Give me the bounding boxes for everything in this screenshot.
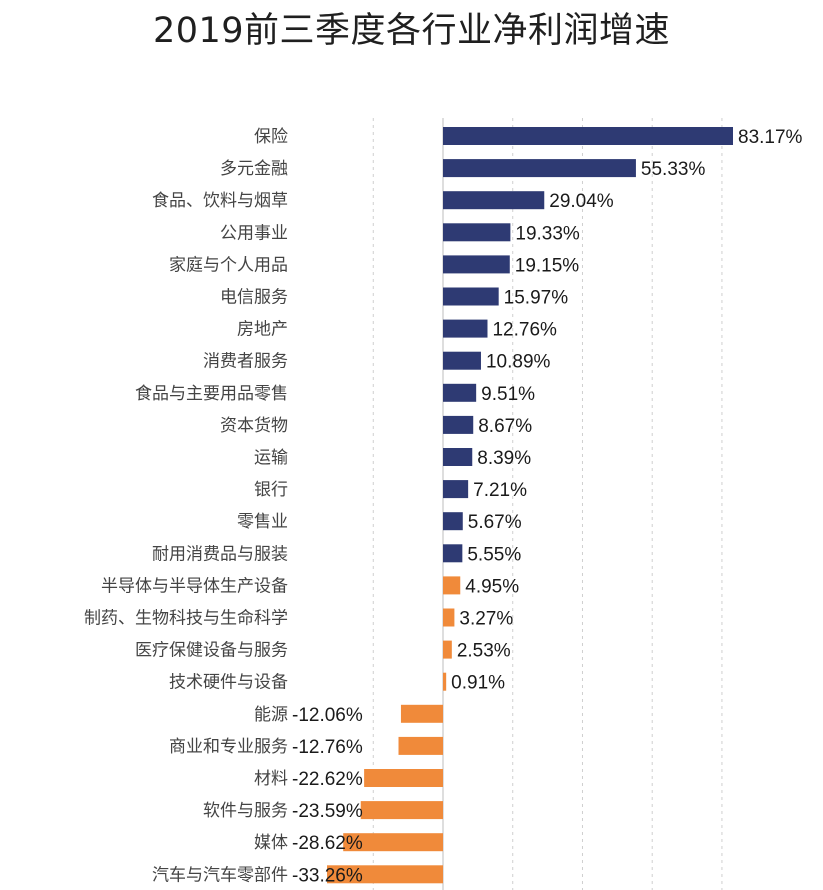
category-label: 电信服务 (220, 288, 288, 308)
bar (443, 415, 474, 434)
value-label: -28.62% (292, 833, 363, 854)
category-label: 能源 (254, 705, 288, 725)
category-label: 材料 (254, 769, 288, 789)
bar (360, 801, 443, 820)
category-label: 公用事业 (220, 223, 288, 243)
category-label: 零售业 (237, 512, 288, 532)
category-label: 医疗保健设备与服务 (135, 641, 288, 661)
bar (443, 319, 488, 338)
category-label: 半导体与半导体生产设备 (101, 576, 288, 596)
bar (443, 448, 473, 466)
category-label: 汽车与汽车零部件 (152, 865, 288, 885)
category-label: 技术硬件与设备 (169, 673, 288, 693)
bar (443, 544, 463, 563)
value-label: 2.53% (457, 641, 511, 662)
category-label: 耐用消费品与服装 (152, 544, 288, 564)
value-label: 7.21% (473, 480, 527, 501)
category-labels: 保险多元金融食品、饮料与烟草公用事业家庭与个人用品电信服务房地产消费者服务食品与… (84, 127, 288, 885)
value-label: -33.26% (292, 865, 363, 886)
value-label: 5.67% (468, 512, 522, 533)
category-label: 制药、生物科技与生命科学 (84, 609, 288, 629)
bars (327, 127, 733, 884)
value-label: 19.33% (515, 223, 580, 244)
value-label: 19.15% (515, 255, 580, 276)
value-label: 29.04% (549, 191, 614, 212)
category-label: 房地产 (237, 320, 288, 340)
bar (443, 512, 463, 531)
value-label: 8.39% (477, 448, 531, 469)
value-label: 8.67% (478, 416, 532, 437)
bar (443, 383, 477, 402)
bar (443, 255, 510, 274)
bar (443, 191, 545, 210)
bar (443, 480, 469, 499)
value-labels: 83.17% 55.33% 29.04% 19.33% 19.15% 15.97% 12.7… (292, 127, 803, 886)
category-label: 资本货物 (220, 416, 288, 436)
value-label: 3.27% (459, 609, 513, 630)
value-label: 9.51% (481, 384, 535, 405)
value-label: -12.76% (292, 737, 363, 758)
bar (343, 833, 443, 852)
bar (443, 608, 455, 627)
bar (443, 672, 447, 691)
chart-title: 2019前三季度各行业净利润增速 (152, 11, 671, 51)
category-label: 商业和专业服务 (169, 737, 288, 757)
value-label: -23.59% (292, 801, 363, 822)
value-label: 83.17% (738, 127, 803, 148)
category-label: 食品、饮料与烟草 (152, 191, 288, 211)
category-label: 银行 (254, 480, 288, 500)
value-label: -22.62% (292, 769, 363, 790)
bar (398, 736, 443, 755)
bar (327, 865, 443, 884)
bar (443, 576, 461, 595)
category-label: 保险 (254, 127, 288, 147)
bar (443, 223, 511, 242)
value-label: -12.06% (292, 705, 363, 726)
category-label: 运输 (254, 448, 288, 468)
bar (443, 287, 499, 306)
category-label: 多元金融 (220, 159, 288, 179)
bar (443, 159, 636, 178)
value-label: 10.89% (486, 352, 551, 373)
value-label: 5.55% (467, 544, 521, 565)
value-label: 15.97% (504, 288, 569, 309)
category-label: 媒体 (254, 833, 288, 853)
category-label: 家庭与个人用品 (169, 255, 288, 275)
bar (443, 640, 452, 659)
bar (443, 351, 481, 370)
value-label: 12.76% (492, 320, 557, 341)
value-label: 4.95% (465, 576, 519, 597)
value-label: 0.91% (451, 673, 505, 694)
value-label: 55.33% (641, 159, 706, 180)
bar (443, 127, 733, 145)
category-label: 消费者服务 (203, 352, 288, 372)
category-label: 食品与主要用品零售 (135, 384, 288, 404)
category-label: 软件与服务 (203, 801, 288, 821)
grid-lines (372, 118, 723, 890)
bar (400, 704, 443, 723)
bar (364, 769, 443, 787)
